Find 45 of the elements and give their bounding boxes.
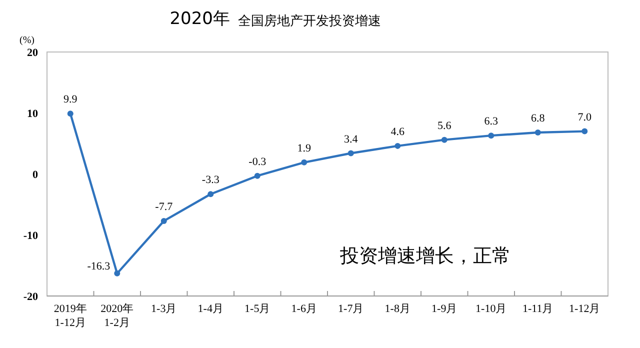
x-tick-label: 1-5月 <box>244 303 270 315</box>
point <box>348 150 354 156</box>
x-tick-label: 1-8月 <box>384 303 410 315</box>
x-tick-label: 2020年 1-2月 <box>100 303 134 329</box>
x-tick-label: 1-12月 <box>569 303 600 315</box>
x-tick-label: 1-4月 <box>198 303 224 315</box>
x-tick-label: 1-3月 <box>151 303 177 315</box>
point <box>582 128 588 134</box>
y-tick-label: -20 <box>23 291 38 303</box>
data-label: 9.9 <box>64 94 78 106</box>
x-tick-label: 1-9月 <box>432 303 458 315</box>
point <box>160 218 167 224</box>
y-tick-label: -10 <box>23 230 38 242</box>
point <box>441 136 448 143</box>
data-label: -3.3 <box>202 174 220 186</box>
x-tick-label: 1-6月 <box>291 303 317 315</box>
data-label: -7.7 <box>155 200 174 213</box>
chart-title: 2020年 <box>170 9 230 29</box>
point <box>394 142 401 149</box>
point <box>534 130 541 136</box>
point <box>254 172 260 179</box>
data-label: 7.0 <box>578 111 592 124</box>
x-tick-label: 1-7月 <box>338 303 364 315</box>
x-tick-label: 1-10月 <box>476 303 507 315</box>
chart-subtitle: 全国房地产开发投资增速 <box>238 13 381 29</box>
data-label: -0.3 <box>248 156 267 168</box>
point <box>114 270 120 276</box>
annotation: 投资增速增长，正常 <box>339 245 511 267</box>
point <box>67 110 74 117</box>
data-label: 5.6 <box>438 120 452 132</box>
y-tick-label: 0 <box>32 169 38 181</box>
data-label: 1.9 <box>297 142 312 154</box>
data-label: 3.4 <box>344 133 358 146</box>
y-tick-label: 10 <box>27 108 38 120</box>
y-tick-label: 20 <box>27 47 38 59</box>
point <box>301 159 308 166</box>
data-label: 6.3 <box>484 116 498 128</box>
x-tick-label: 1-11月 <box>522 303 554 315</box>
point <box>488 132 494 139</box>
data-label: 4.6 <box>390 126 405 138</box>
data-label: -16.3 <box>87 260 111 272</box>
x-tick-label: 2019年 1-12月 <box>54 303 87 329</box>
data-label: 6.8 <box>531 112 546 125</box>
y-axis-title: (%) <box>20 35 34 46</box>
point <box>208 191 214 198</box>
